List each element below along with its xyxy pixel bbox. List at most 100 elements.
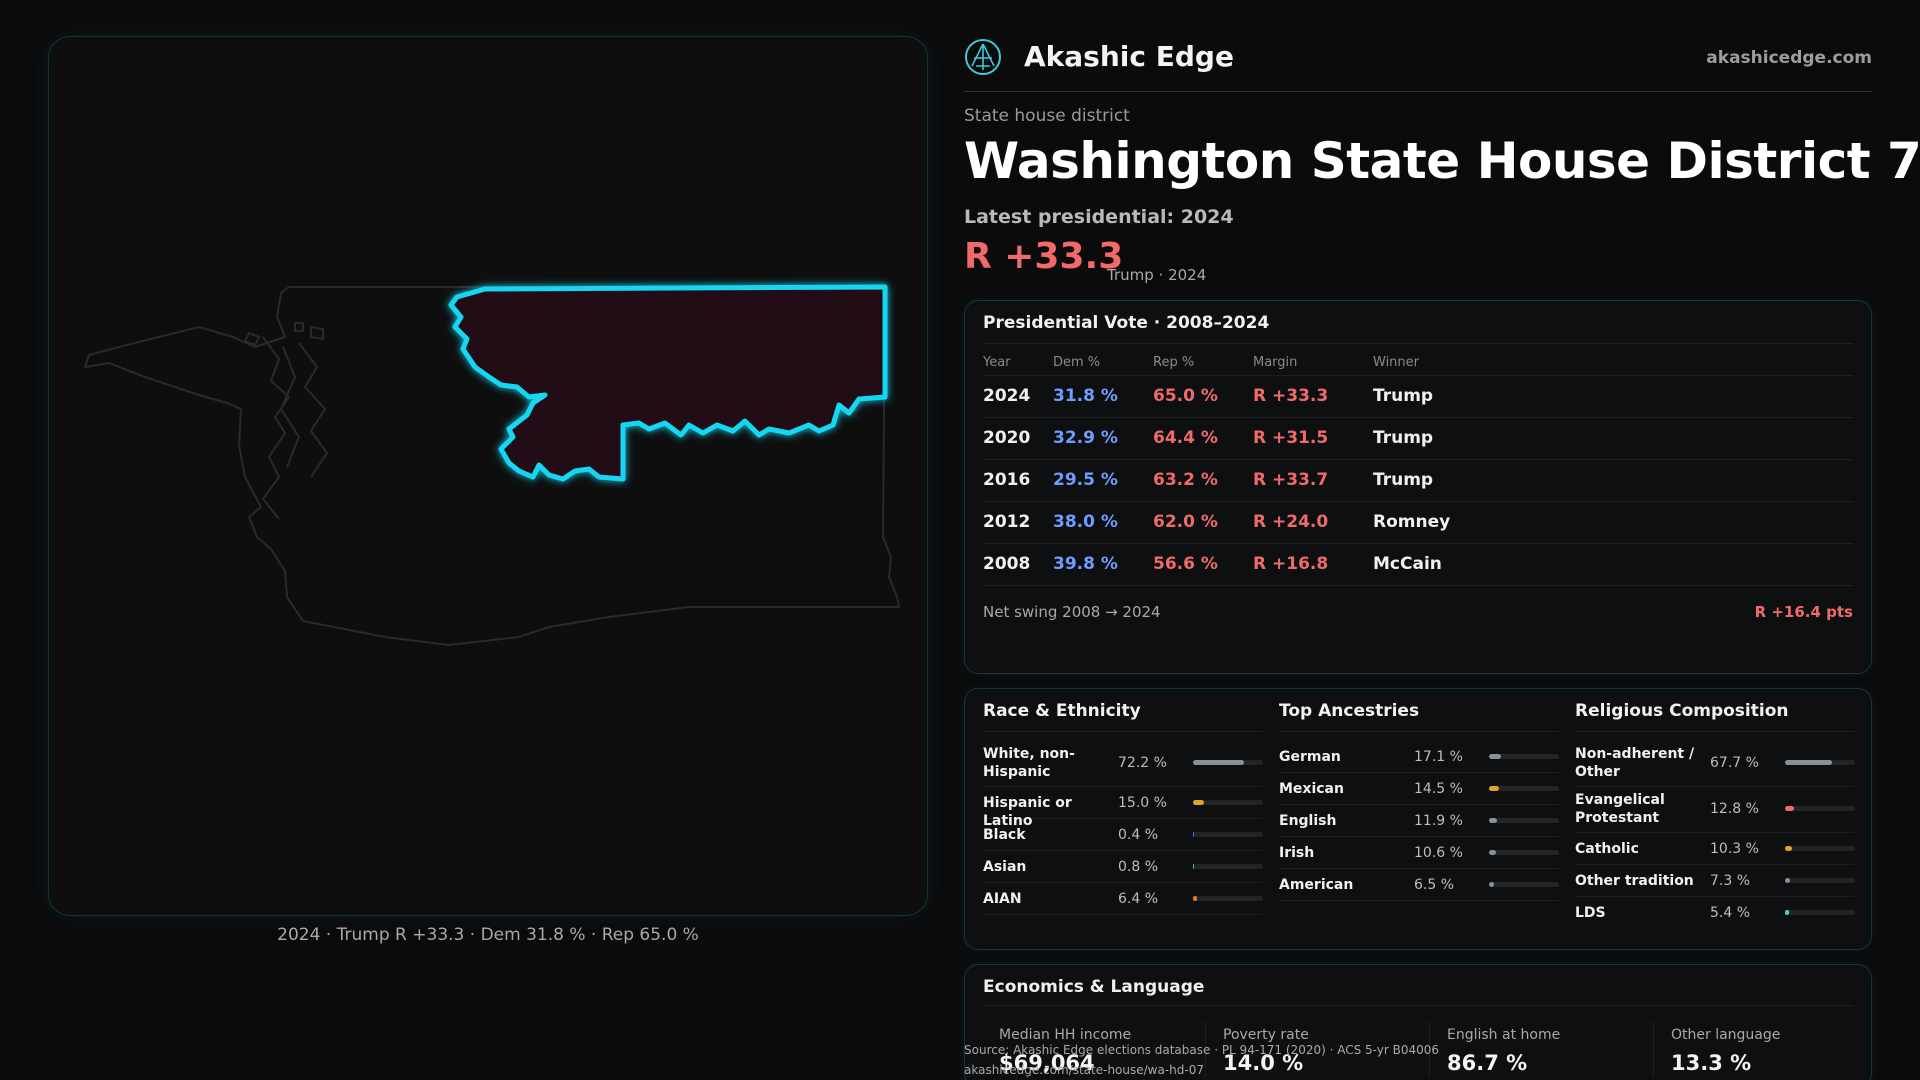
list-item: AIAN 6.4 % <box>983 883 1263 915</box>
item-bar-fill <box>1193 832 1195 837</box>
row-year: 2016 <box>983 470 1031 490</box>
net-swing-value: R +16.4 pts <box>1754 603 1853 621</box>
brand-url[interactable]: akashicedge.com <box>1706 48 1872 68</box>
list-item: German 17.1 % <box>1279 741 1559 773</box>
row-margin: R +33.3 <box>1253 386 1329 406</box>
item-label: LDS <box>1575 905 1606 921</box>
divider <box>1429 1021 1430 1077</box>
row-winner: Trump <box>1373 470 1434 490</box>
row-rep: 63.2 % <box>1153 470 1218 490</box>
median-income-stat: Median HH income $69,064 <box>983 1017 1193 1077</box>
row-dem: 39.8 % <box>1053 554 1118 574</box>
item-bar <box>1785 846 1855 851</box>
row-rep: 56.6 % <box>1153 554 1218 574</box>
item-pct: 5.4 % <box>1710 905 1751 921</box>
net-swing-label: Net swing 2008 → 2024 <box>983 603 1161 621</box>
item-bar-fill <box>1193 760 1244 765</box>
item-bar <box>1193 760 1263 765</box>
stat-label: Poverty rate <box>1223 1027 1309 1043</box>
item-bar <box>1193 864 1263 869</box>
row-year: 2012 <box>983 512 1031 532</box>
district-map <box>48 36 928 916</box>
item-bar-fill <box>1489 850 1497 855</box>
item-bar <box>1489 882 1559 887</box>
stat-value: 13.3 % <box>1671 1051 1752 1075</box>
row-winner: Trump <box>1373 386 1434 406</box>
ancestries-column: Top Ancestries German 17.1 % Mexican 14.… <box>1279 689 1559 951</box>
district-7-highlight <box>448 284 888 482</box>
akashic-edge-logo-icon <box>965 39 1001 75</box>
list-item: Hispanic or Latino 15.0 % <box>983 787 1263 829</box>
item-pct: 6.4 % <box>1118 891 1159 907</box>
divider <box>983 375 1853 376</box>
row-rep: 62.0 % <box>1153 512 1218 532</box>
row-margin: R +16.8 <box>1253 554 1329 574</box>
item-pct: 12.8 % <box>1710 801 1759 817</box>
page-title: Washington State House District 7 <box>964 132 1920 190</box>
list-item: LDS 5.4 % <box>1575 897 1855 929</box>
item-bar <box>1785 878 1855 883</box>
item-pct: 10.3 % <box>1710 841 1759 857</box>
item-pct: 14.5 % <box>1414 781 1463 797</box>
item-label: Hispanic or Latino <box>983 795 1072 829</box>
list-item: Non-adherent / Other 67.7 % <box>1575 741 1855 787</box>
list-item: Mexican 14.5 % <box>1279 773 1559 805</box>
item-label: Mexican <box>1279 781 1344 797</box>
english-at-home-stat: English at home 86.7 % <box>1431 1017 1641 1077</box>
item-bar-fill <box>1785 878 1791 883</box>
district-profile: Akashic Edge akashicedge.com State house… <box>964 36 1920 1080</box>
item-pct: 11.9 % <box>1414 813 1463 829</box>
item-pct: 67.7 % <box>1710 755 1759 771</box>
source-footer: Source: Akashic Edge elections database … <box>964 1040 1439 1080</box>
row-margin: R +33.7 <box>1253 470 1329 490</box>
economics-title: Economics & Language <box>983 977 1205 997</box>
item-label: Catholic <box>1575 841 1639 857</box>
latest-presidential: Latest presidential: 2024 <box>964 206 1234 228</box>
puget-sound-outline <box>261 336 329 520</box>
table-row: 2016 29.5 % 63.2 % R +33.7 Trump <box>983 460 1853 502</box>
row-year: 2020 <box>983 428 1031 448</box>
list-item: American 6.5 % <box>1279 869 1559 901</box>
item-bar-fill <box>1193 800 1204 805</box>
divider <box>983 1005 1853 1006</box>
row-dem: 29.5 % <box>1053 470 1118 490</box>
list-item: English 11.9 % <box>1279 805 1559 837</box>
race-ethnicity-column: Race & Ethnicity White, non-Hispanic 72.… <box>983 689 1263 951</box>
washington-state-map <box>83 284 901 647</box>
item-pct: 10.6 % <box>1414 845 1463 861</box>
list-item: Catholic 10.3 % <box>1575 833 1855 865</box>
item-bar <box>1193 832 1263 837</box>
divider <box>1575 731 1855 732</box>
item-bar-fill <box>1785 760 1833 765</box>
state-outline <box>83 286 901 647</box>
item-bar <box>1489 850 1559 855</box>
presidential-vote-title: Presidential Vote · 2008–2024 <box>983 313 1270 333</box>
table-row: 2024 31.8 % 65.0 % R +33.3 Trump <box>983 376 1853 418</box>
col-header-margin: Margin <box>1253 355 1298 370</box>
item-bar-fill <box>1193 864 1195 869</box>
stat-value: $69,064 <box>999 1051 1095 1075</box>
row-winner: McCain <box>1373 554 1442 574</box>
religion-column: Religious Composition Non-adherent / Oth… <box>1575 689 1855 951</box>
religion-title: Religious Composition <box>1575 701 1789 721</box>
divider <box>1653 1021 1654 1077</box>
item-bar-fill <box>1489 786 1500 791</box>
item-bar <box>1489 754 1559 759</box>
stat-label: Other language <box>1671 1027 1781 1043</box>
poverty-rate-stat: Poverty rate 14.0 % <box>1207 1017 1417 1077</box>
list-item: Irish 10.6 % <box>1279 837 1559 869</box>
list-item: White, non-Hispanic 72.2 % <box>983 741 1263 787</box>
brand-header: Akashic Edge akashicedge.com <box>964 36 1872 92</box>
item-pct: 17.1 % <box>1414 749 1463 765</box>
item-pct: 15.0 % <box>1118 795 1167 811</box>
other-language-stat: Other language 13.3 % <box>1655 1017 1865 1077</box>
economics-card: Economics & Language Median HH income $6… <box>964 964 1872 1080</box>
item-bar <box>1785 806 1855 811</box>
table-row: 2020 32.9 % 64.4 % R +31.5 Trump <box>983 418 1853 460</box>
item-bar <box>1193 800 1263 805</box>
item-label: Black <box>983 827 1026 843</box>
item-label: Evangelical Protestant <box>1575 792 1665 826</box>
item-label: White, non-Hispanic <box>983 746 1075 780</box>
source-url[interactable]: akashicedge.com/state-house/wa-hd-07 <box>964 1063 1204 1077</box>
stat-value: 86.7 % <box>1447 1051 1528 1075</box>
